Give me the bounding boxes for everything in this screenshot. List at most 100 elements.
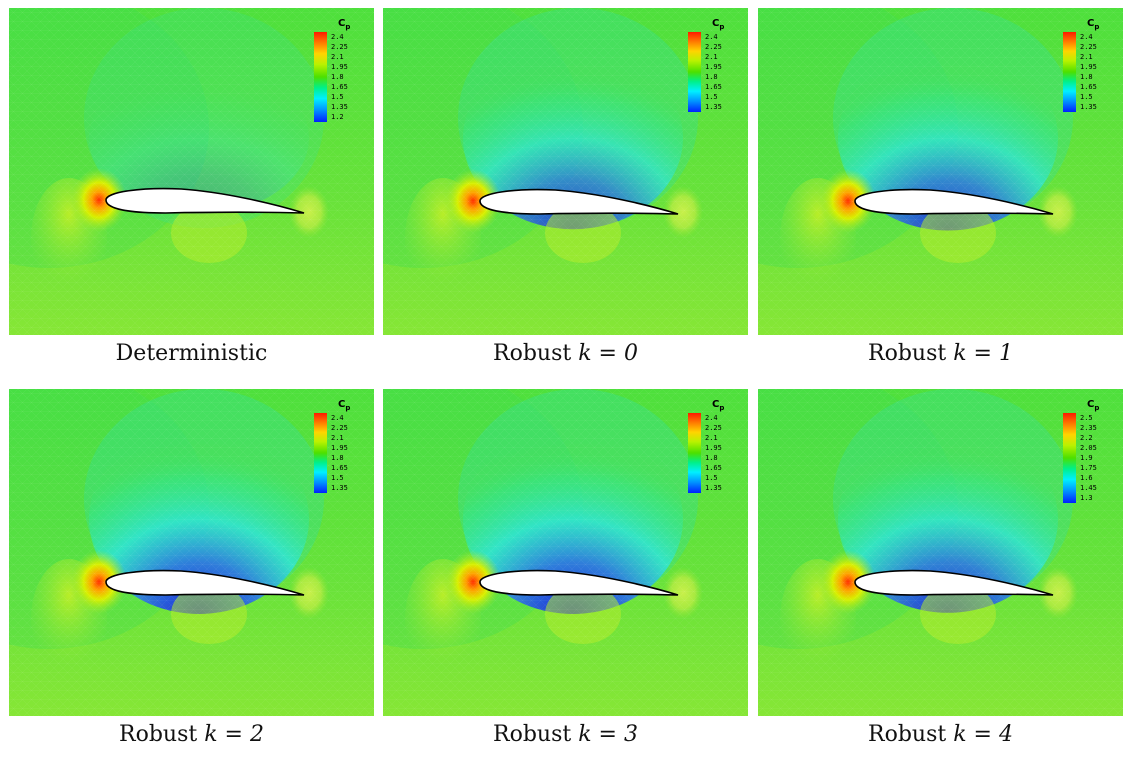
panel-caption: Robust k = 3 [383,722,748,747]
colorbar-gradient [1063,413,1076,503]
colorbar-tick-label: 1.45 [1080,484,1097,492]
legend-title-text: C [712,399,720,410]
panel-caption: Deterministic [9,341,374,366]
colorbar-tick-label: 2.1 [705,434,718,442]
caption-k-value: k = 4 [953,722,1013,747]
legend-title-subscript: p [345,404,351,412]
caption-text: Robust [119,722,205,747]
legend-title-subscript: p [1094,404,1100,412]
colorbar-tick-label: 2.1 [331,53,344,61]
caption-text: Deterministic [115,341,268,366]
legend-title-text: C [1087,399,1095,410]
pressure-field-image [383,389,748,716]
cp-colorbar-legend: Cp 2.4 2.25 2.1 1.95 1.8 1.65 1.5 1.35 [688,399,728,511]
cp-contour-panel: Cp 2.4 2.25 2.1 1.95 1.8 1.65 1.5 1.35 [9,389,374,716]
colorbar-ticks: 2.5 2.35 2.2 2.05 1.9 1.75 1.6 1.45 1.3 [1080,413,1108,508]
legend-title-subscript: p [1094,23,1100,31]
colorbar-tick-label: 1.8 [331,454,344,462]
colorbar-ticks: 2.4 2.25 2.1 1.95 1.8 1.65 1.5 1.35 [331,413,359,508]
colorbar-gradient [688,32,701,112]
legend-title-text: C [712,18,720,29]
panel-caption: Robust k = 4 [758,722,1123,747]
colorbar-tick-label: 1.95 [705,63,722,71]
colorbar-gradient [1063,32,1076,112]
colorbar-tick-label: 1.95 [331,63,348,71]
caption-k-value: k = 1 [953,341,1013,366]
colorbar-ticks: 2.4 2.25 2.1 1.95 1.8 1.65 1.5 1.35 [705,32,733,127]
panel-caption: Robust k = 2 [9,722,374,747]
colorbar-tick-label: 1.35 [331,103,348,111]
legend-title: Cp [712,399,724,412]
colorbar-tick-label: 2.25 [331,43,348,51]
caption-k-value: k = 0 [578,341,638,366]
colorbar-ticks: 2.4 2.25 2.1 1.95 1.8 1.65 1.5 1.35 [705,413,733,508]
cp-contour-panel: Cp 2.4 2.25 2.1 1.95 1.8 1.65 1.5 1.35 [383,8,748,335]
legend-title: Cp [1087,18,1099,31]
legend-title: Cp [338,18,350,31]
legend-title-text: C [338,18,346,29]
colorbar-tick-label: 1.35 [1080,103,1097,111]
colorbar-tick-label: 2.4 [705,33,718,41]
colorbar-tick-label: 1.65 [331,464,348,472]
cp-colorbar-legend: Cp 2.5 2.35 2.2 2.05 1.9 1.75 1.6 1.45 1.3 [1063,399,1103,511]
colorbar-tick-label: 2.25 [705,43,722,51]
colorbar-tick-label: 2.4 [331,33,344,41]
colorbar-tick-label: 1.5 [705,474,718,482]
legend-title: Cp [1087,399,1099,412]
caption-text: Robust [868,722,954,747]
colorbar-gradient [688,413,701,493]
pressure-field-image [758,389,1123,716]
panel-caption: Robust k = 1 [758,341,1123,366]
colorbar-tick-label: 1.8 [705,454,718,462]
colorbar-tick-label: 2.2 [1080,434,1093,442]
cp-contour-panel: Cp 2.4 2.25 2.1 1.95 1.8 1.65 1.5 1.35 [383,389,748,716]
legend-title-subscript: p [719,23,725,31]
colorbar-tick-label: 1.35 [331,484,348,492]
colorbar-tick-label: 2.4 [1080,33,1093,41]
colorbar-tick-label: 1.75 [1080,464,1097,472]
colorbar-tick-label: 1.65 [705,464,722,472]
colorbar-gradient [314,32,327,122]
colorbar-tick-label: 1.35 [705,103,722,111]
pressure-field-image [383,8,748,335]
caption-k-value: k = 3 [578,722,638,747]
caption-text: Robust [868,341,954,366]
colorbar-ticks: 2.4 2.25 2.1 1.95 1.8 1.65 1.5 1.35 1.2 [331,32,359,127]
cp-contour-panel: Cp 2.4 2.25 2.1 1.95 1.8 1.65 1.5 1.35 1.2 [9,8,374,335]
colorbar-tick-label: 1.2 [331,113,344,121]
colorbar-tick-label: 2.25 [1080,43,1097,51]
colorbar-tick-label: 2.35 [1080,424,1097,432]
colorbar-gradient [314,413,327,493]
colorbar-tick-label: 1.6 [1080,474,1093,482]
cp-contour-panel: Cp 2.4 2.25 2.1 1.95 1.8 1.65 1.5 1.35 [758,8,1123,335]
panel-caption: Robust k = 0 [383,341,748,366]
colorbar-tick-label: 2.4 [331,414,344,422]
legend-title-subscript: p [719,404,725,412]
colorbar-tick-label: 1.5 [331,93,344,101]
colorbar-tick-label: 1.9 [1080,454,1093,462]
colorbar-tick-label: 1.3 [1080,494,1093,502]
colorbar-tick-label: 1.35 [705,484,722,492]
caption-k-value: k = 2 [204,722,264,747]
colorbar-tick-label: 1.8 [1080,73,1093,81]
colorbar-tick-label: 2.05 [1080,444,1097,452]
colorbar-tick-label: 1.8 [705,73,718,81]
colorbar-tick-label: 1.65 [705,83,722,91]
colorbar-tick-label: 2.1 [705,53,718,61]
colorbar-tick-label: 1.95 [331,444,348,452]
legend-title-subscript: p [345,23,351,31]
cp-colorbar-legend: Cp 2.4 2.25 2.1 1.95 1.8 1.65 1.5 1.35 1.2 [314,18,354,130]
colorbar-tick-label: 2.4 [705,414,718,422]
colorbar-ticks: 2.4 2.25 2.1 1.95 1.8 1.65 1.5 1.35 [1080,32,1108,127]
colorbar-tick-label: 2.1 [1080,53,1093,61]
legend-title-text: C [1087,18,1095,29]
colorbar-tick-label: 1.5 [331,474,344,482]
colorbar-tick-label: 2.25 [705,424,722,432]
colorbar-tick-label: 1.95 [1080,63,1097,71]
colorbar-tick-label: 2.25 [331,424,348,432]
colorbar-tick-label: 1.8 [331,73,344,81]
cp-colorbar-legend: Cp 2.4 2.25 2.1 1.95 1.8 1.65 1.5 1.35 [1063,18,1103,130]
pressure-field-image [9,8,374,335]
colorbar-tick-label: 1.95 [705,444,722,452]
colorbar-tick-label: 1.5 [705,93,718,101]
